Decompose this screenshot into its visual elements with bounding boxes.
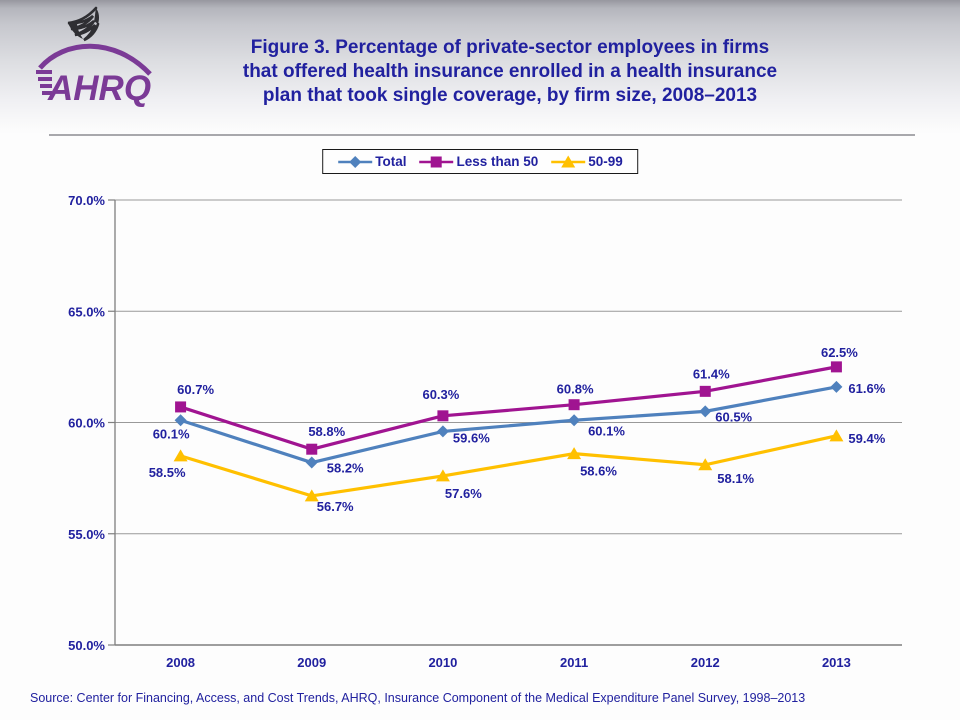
y-tick-label: 70.0% [68, 193, 105, 208]
data-point-marker [306, 443, 318, 455]
title-line-3: plan that took single coverage, by firm … [262, 85, 758, 106]
x-tick-label: 2011 [560, 655, 588, 670]
data-point-label: 58.1% [717, 471, 754, 486]
data-point-label: 59.6% [453, 430, 490, 445]
data-point-marker [568, 414, 581, 427]
header-divider [49, 134, 915, 136]
legend-label-total: Total [375, 154, 407, 169]
x-tick-label: 2008 [166, 655, 195, 670]
data-point-marker [436, 425, 449, 438]
series-line-less-than-50 [180, 365, 837, 451]
data-point-marker [699, 405, 712, 418]
data-point-marker [698, 458, 713, 471]
data-point-label: 60.8% [557, 382, 594, 397]
data-point-label: 61.6% [848, 381, 885, 396]
header-banner: AHRQ Figure 3. Percentage of private-sec… [0, 0, 960, 134]
50-99-series-marker-icon [551, 155, 586, 167]
data-point-label: 60.3% [422, 387, 459, 402]
y-tick-label: 60.0% [68, 416, 105, 431]
y-tick-label: 50.0% [68, 638, 105, 653]
data-point-label: 58.5% [149, 465, 186, 480]
y-tick-label: 65.0% [68, 304, 105, 319]
data-point-marker [699, 385, 711, 397]
less-than-50-series-marker-icon [419, 156, 454, 167]
legend-label-less-than-50: Less than 50 [456, 154, 539, 169]
title-line-2: that offered health insurance enrolled i… [242, 61, 778, 82]
data-point-marker [304, 489, 319, 502]
triangle-icon [561, 155, 576, 167]
data-point-label: 60.5% [715, 409, 752, 424]
hhs-eagle-icon [67, 6, 100, 42]
data-point-label: 62.5% [821, 345, 858, 360]
data-point-label: 57.6% [445, 486, 482, 501]
y-tick-label: 55.0% [68, 527, 105, 542]
x-tick-label: 2012 [691, 655, 720, 670]
data-point-label: 58.8% [308, 424, 345, 439]
legend-entry-less-than-50: Less than 50 [418, 154, 538, 169]
data-point-marker [437, 410, 449, 422]
ahrq-logo: AHRQ [34, 2, 164, 114]
legend-entry-total: Total [337, 154, 406, 169]
total-series-marker-icon [338, 155, 373, 168]
data-point-label: 56.7% [317, 499, 354, 514]
data-point-label: 58.2% [327, 461, 364, 476]
data-point-label: 61.4% [693, 366, 730, 381]
data-point-label: 60.1% [153, 426, 190, 441]
title-line-1: Figure 3. Percentage of private-sector e… [250, 37, 770, 58]
data-point-marker [830, 380, 843, 393]
figure-title: Figure 3. Percentage of private-sector e… [180, 36, 840, 108]
x-tick-label: 2013 [822, 655, 851, 670]
square-icon [430, 156, 442, 167]
ahrq-logo-text: AHRQ [47, 69, 151, 108]
x-tick-label: 2010 [428, 655, 457, 670]
data-point-marker [173, 449, 188, 462]
chart-legend: Total Less than 50 50-99 [322, 149, 638, 174]
data-point-marker [568, 399, 580, 411]
data-point-label: 60.1% [588, 423, 625, 438]
data-point-label: 60.7% [177, 382, 214, 397]
data-point-marker [829, 429, 844, 442]
ahrq-logo-graphic: AHRQ [36, 6, 152, 108]
data-point-marker [175, 401, 187, 413]
data-point-marker [305, 456, 318, 469]
ahrq-speed-stripes [36, 70, 52, 95]
legend-label-50-99: 50-99 [588, 154, 623, 169]
data-point-label: 59.4% [848, 431, 885, 446]
series-line-total [180, 385, 837, 465]
data-point-marker [174, 414, 187, 427]
ahrq-arc [38, 43, 152, 76]
data-point-label: 58.6% [580, 464, 617, 479]
data-point-marker [435, 469, 450, 482]
x-tick-label: 2009 [297, 655, 326, 670]
source-note: Source: Center for Financing, Access, an… [30, 691, 806, 705]
data-point-marker [830, 361, 842, 373]
diamond-icon [349, 155, 362, 168]
data-point-marker [567, 447, 582, 460]
series-line-50-99 [180, 434, 837, 498]
legend-entry-50-99: 50-99 [550, 154, 623, 169]
